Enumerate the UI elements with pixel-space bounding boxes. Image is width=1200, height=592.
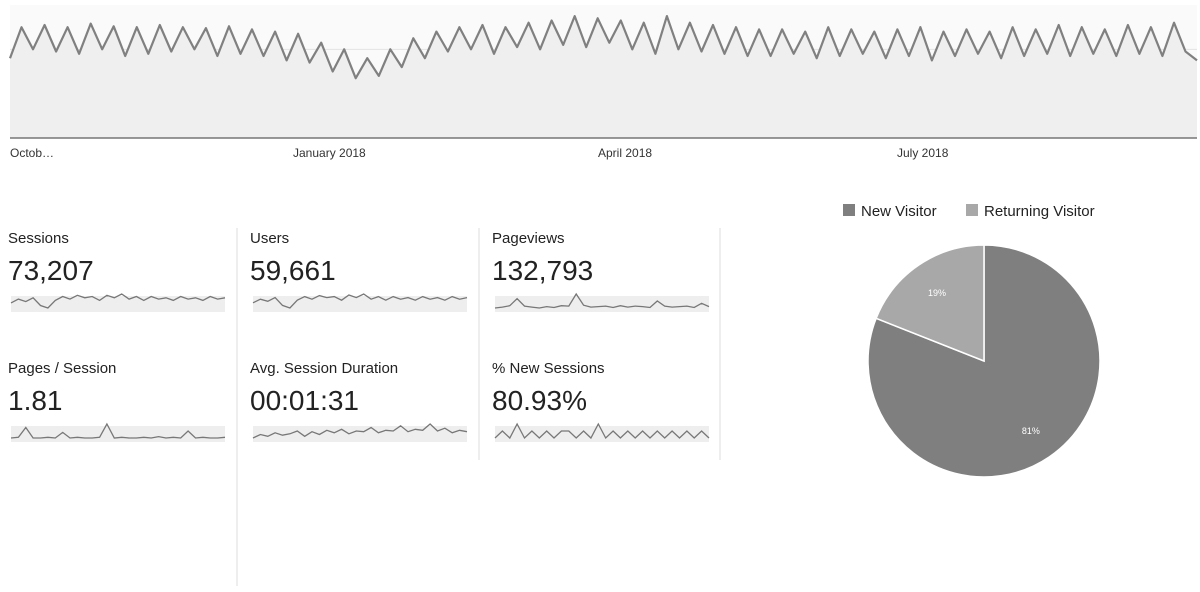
metric-value: 132,793 [492, 255, 593, 286]
metric-value: 73,207 [8, 255, 94, 286]
metric-label: Pageviews [492, 230, 565, 247]
metric-label: % New Sessions [492, 360, 605, 377]
pie-slice [875, 244, 985, 363]
sparkline [252, 423, 468, 439]
metric-label: Sessions [8, 230, 69, 247]
x-tick-label: July 2018 [897, 146, 949, 160]
line [8, 15, 1198, 80]
sparkline [10, 293, 226, 309]
x-tick-label: Octob… [10, 146, 54, 160]
area [10, 16, 1197, 139]
metric-value: 1.81 [8, 385, 63, 416]
sparkline [494, 292, 710, 309]
sparkline-background [495, 296, 709, 312]
x-tick-label: April 2018 [598, 146, 652, 160]
metric-value: 59,661 [250, 255, 336, 286]
sparkline [10, 422, 226, 439]
slice-label: 81% [1022, 426, 1040, 436]
metric-label: Users [250, 230, 289, 247]
legend-label: Returning Visitor [984, 203, 1095, 220]
pie-slice [867, 244, 1101, 478]
metric-label: Avg. Session Duration [250, 360, 398, 377]
legend-swatch [843, 204, 855, 216]
metric-value: 80.93% [492, 385, 587, 416]
metric-value: 00:01:31 [250, 385, 359, 416]
metric-label: Pages / Session [8, 360, 116, 377]
sparkline-background [495, 426, 709, 442]
legend-label: New Visitor [861, 203, 937, 220]
sparkline [252, 293, 468, 309]
sparkline [494, 422, 710, 440]
slice-label: 19% [928, 288, 946, 298]
sparkline-background [11, 426, 225, 442]
legend-swatch [966, 204, 978, 216]
x-tick-label: January 2018 [293, 146, 366, 160]
